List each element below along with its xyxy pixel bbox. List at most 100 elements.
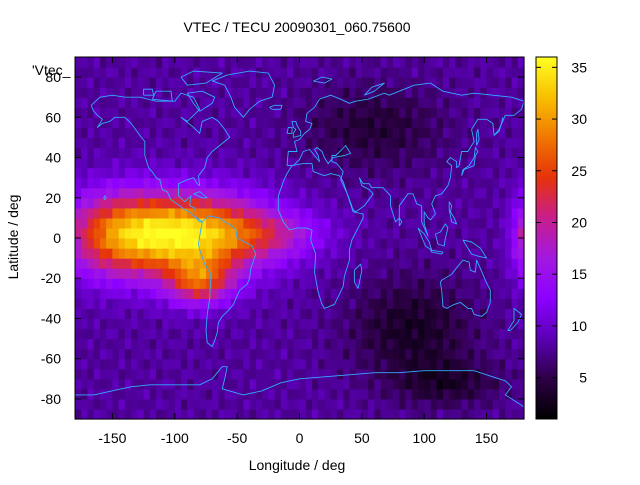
heatmap-cell <box>199 147 207 159</box>
heatmap-cell <box>199 398 207 410</box>
heatmap-cell <box>405 167 413 179</box>
heatmap-cell <box>168 217 176 229</box>
heatmap-cell <box>393 127 400 139</box>
heatmap-cell <box>411 368 419 380</box>
heatmap-cell <box>268 177 276 189</box>
heatmap-cell <box>187 57 195 68</box>
heatmap-cell <box>405 258 413 269</box>
heatmap-cell <box>162 408 170 420</box>
heatmap-cell <box>199 278 207 289</box>
heatmap-cell <box>249 187 257 199</box>
heatmap-cell <box>343 197 350 209</box>
heatmap-cell <box>393 248 400 259</box>
heatmap-cell <box>393 398 400 410</box>
heatmap-cell <box>417 268 425 279</box>
heatmap-cell <box>393 288 400 299</box>
heatmap-cell <box>143 127 151 139</box>
heatmap-cell <box>237 408 244 420</box>
heatmap-cell <box>255 348 263 360</box>
heatmap-cell <box>137 137 145 149</box>
heatmap-cell <box>137 67 145 78</box>
heatmap-cell <box>156 67 163 78</box>
heatmap-cell <box>287 238 294 249</box>
heatmap-cell <box>324 207 332 219</box>
heatmap-cell <box>436 378 444 390</box>
heatmap-cell <box>212 398 220 410</box>
heatmap-cell <box>168 408 176 420</box>
heatmap-cell <box>480 288 488 299</box>
heatmap-cell <box>505 318 513 330</box>
heatmap-cell <box>330 268 338 279</box>
heatmap-cell <box>399 107 407 118</box>
heatmap-cell <box>131 248 138 259</box>
heatmap-cell <box>355 187 363 199</box>
x-tick-label: -50 <box>227 430 247 446</box>
heatmap-cell <box>137 298 145 309</box>
heatmap-cell <box>380 378 388 390</box>
heatmap-cell <box>143 328 151 340</box>
heatmap-cell <box>193 328 201 340</box>
heatmap-cell <box>499 227 506 239</box>
heatmap-cell <box>430 398 438 410</box>
heatmap-cell <box>181 147 188 159</box>
heatmap-cell <box>374 258 382 269</box>
heatmap-cell <box>224 338 232 350</box>
heatmap-cell <box>112 97 120 108</box>
coastline-sakhalin <box>476 128 480 146</box>
heatmap-cell <box>149 207 157 219</box>
heatmap-cell <box>355 137 363 149</box>
heatmap-cell <box>393 187 400 199</box>
heatmap-cell <box>492 167 500 179</box>
heatmap-cell <box>199 167 207 179</box>
heatmap-cell <box>112 248 120 259</box>
heatmap-cell <box>299 288 307 299</box>
heatmap-cell <box>75 278 82 289</box>
heatmap-cell <box>93 368 101 380</box>
heatmap-cell <box>517 227 525 239</box>
heatmap-cell <box>124 248 132 259</box>
heatmap-cell <box>199 207 207 219</box>
heatmap-cell <box>293 268 301 279</box>
heatmap-cell <box>106 358 114 370</box>
heatmap-cell <box>318 378 326 390</box>
heatmap-cell <box>293 127 301 139</box>
heatmap-cell <box>417 328 425 340</box>
heatmap-cell <box>368 328 375 340</box>
heatmap-cell <box>237 268 244 279</box>
heatmap-cell <box>355 378 363 390</box>
heatmap-cell <box>386 227 394 239</box>
heatmap-cell <box>249 177 257 189</box>
heatmap-cell <box>230 97 238 108</box>
heatmap-cell <box>343 408 350 420</box>
heatmap-cell <box>262 368 269 380</box>
heatmap-cell <box>137 147 145 159</box>
heatmap-cell <box>374 358 382 370</box>
heatmap-cell <box>311 137 319 149</box>
heatmap-cell <box>143 378 151 390</box>
heatmap-cell <box>436 358 444 370</box>
heatmap-cell <box>324 117 332 128</box>
heatmap-cell <box>106 107 114 118</box>
heatmap-cell <box>411 107 419 118</box>
heatmap-cell <box>243 278 251 289</box>
heatmap-cell <box>287 77 294 88</box>
heatmap-cell <box>205 197 213 209</box>
heatmap-cell <box>268 288 276 299</box>
heatmap-cell <box>243 268 251 279</box>
heatmap-cell <box>361 137 369 149</box>
coastline-antarctica <box>75 366 525 408</box>
coastline-sri-lanka <box>398 217 403 227</box>
heatmap-cell <box>124 97 132 108</box>
heatmap-cell <box>181 57 188 68</box>
heatmap-cell <box>224 157 232 169</box>
heatmap-cell <box>299 177 307 189</box>
heatmap-cell <box>187 258 195 269</box>
heatmap-cell <box>237 288 244 299</box>
heatmap-cell <box>393 97 400 108</box>
heatmap-cell <box>336 238 344 249</box>
heatmap-cell <box>399 67 407 78</box>
heatmap-cell <box>380 67 388 78</box>
heatmap-cell <box>174 97 182 108</box>
heatmap-cell <box>112 298 120 309</box>
heatmap-cell <box>199 348 207 360</box>
